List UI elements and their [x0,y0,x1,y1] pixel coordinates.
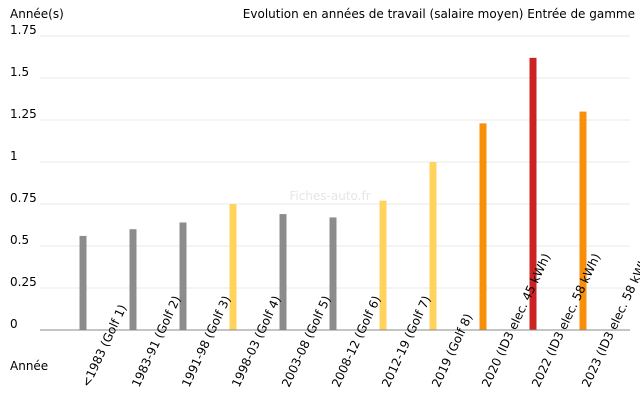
y-tick-label: 0 [10,317,18,331]
y-tick-label: 1.75 [10,23,37,37]
bar [129,229,137,330]
x-tick-label: 1983-91 (Golf 2) [129,294,184,390]
y-tick-label: 0.25 [10,275,37,289]
x-axis-label: Année [10,359,48,373]
bar [529,57,537,331]
y-tick-labels: 0 0.25 0.5 0.75 1 1.25 1.5 1.75 [10,23,37,331]
bars [79,57,587,331]
y-tick-label: 1.25 [10,107,37,121]
x-tick-label: 2003-08 (Golf 5) [279,294,334,390]
bar [279,214,287,330]
y-axis-label: Année(s) [10,7,64,21]
chart-title: Evolution en années de travail (salaire … [243,7,635,21]
bar [179,222,187,330]
bar [79,235,87,330]
bar [379,200,387,330]
y-tick-label: 0.5 [10,233,29,247]
x-tick-labels: <1983 (Golf 1) 1983-91 (Golf 2)1991-98 (G… [79,251,640,389]
y-tick-label: 0.75 [10,191,37,205]
grid-lines [40,35,630,289]
y-tick-label: 1 [10,149,18,163]
bar [229,204,237,330]
y-tick-label: 1.5 [10,65,29,79]
watermark: Fiches-auto.fr [289,189,370,203]
bar [579,111,587,330]
bar [479,123,487,330]
bar [329,217,337,330]
x-tick-label: <1983 (Golf 1) [79,302,129,389]
x-tick-label: 1998-03 (Golf 4) [229,294,284,390]
bar [429,162,437,330]
x-tick-label: 2012-19 (Golf 7) [379,294,434,390]
x-tick-label: 2008-12 (Golf 6) [329,294,384,390]
x-tick-label: 1991-98 (Golf 3) [179,294,234,390]
